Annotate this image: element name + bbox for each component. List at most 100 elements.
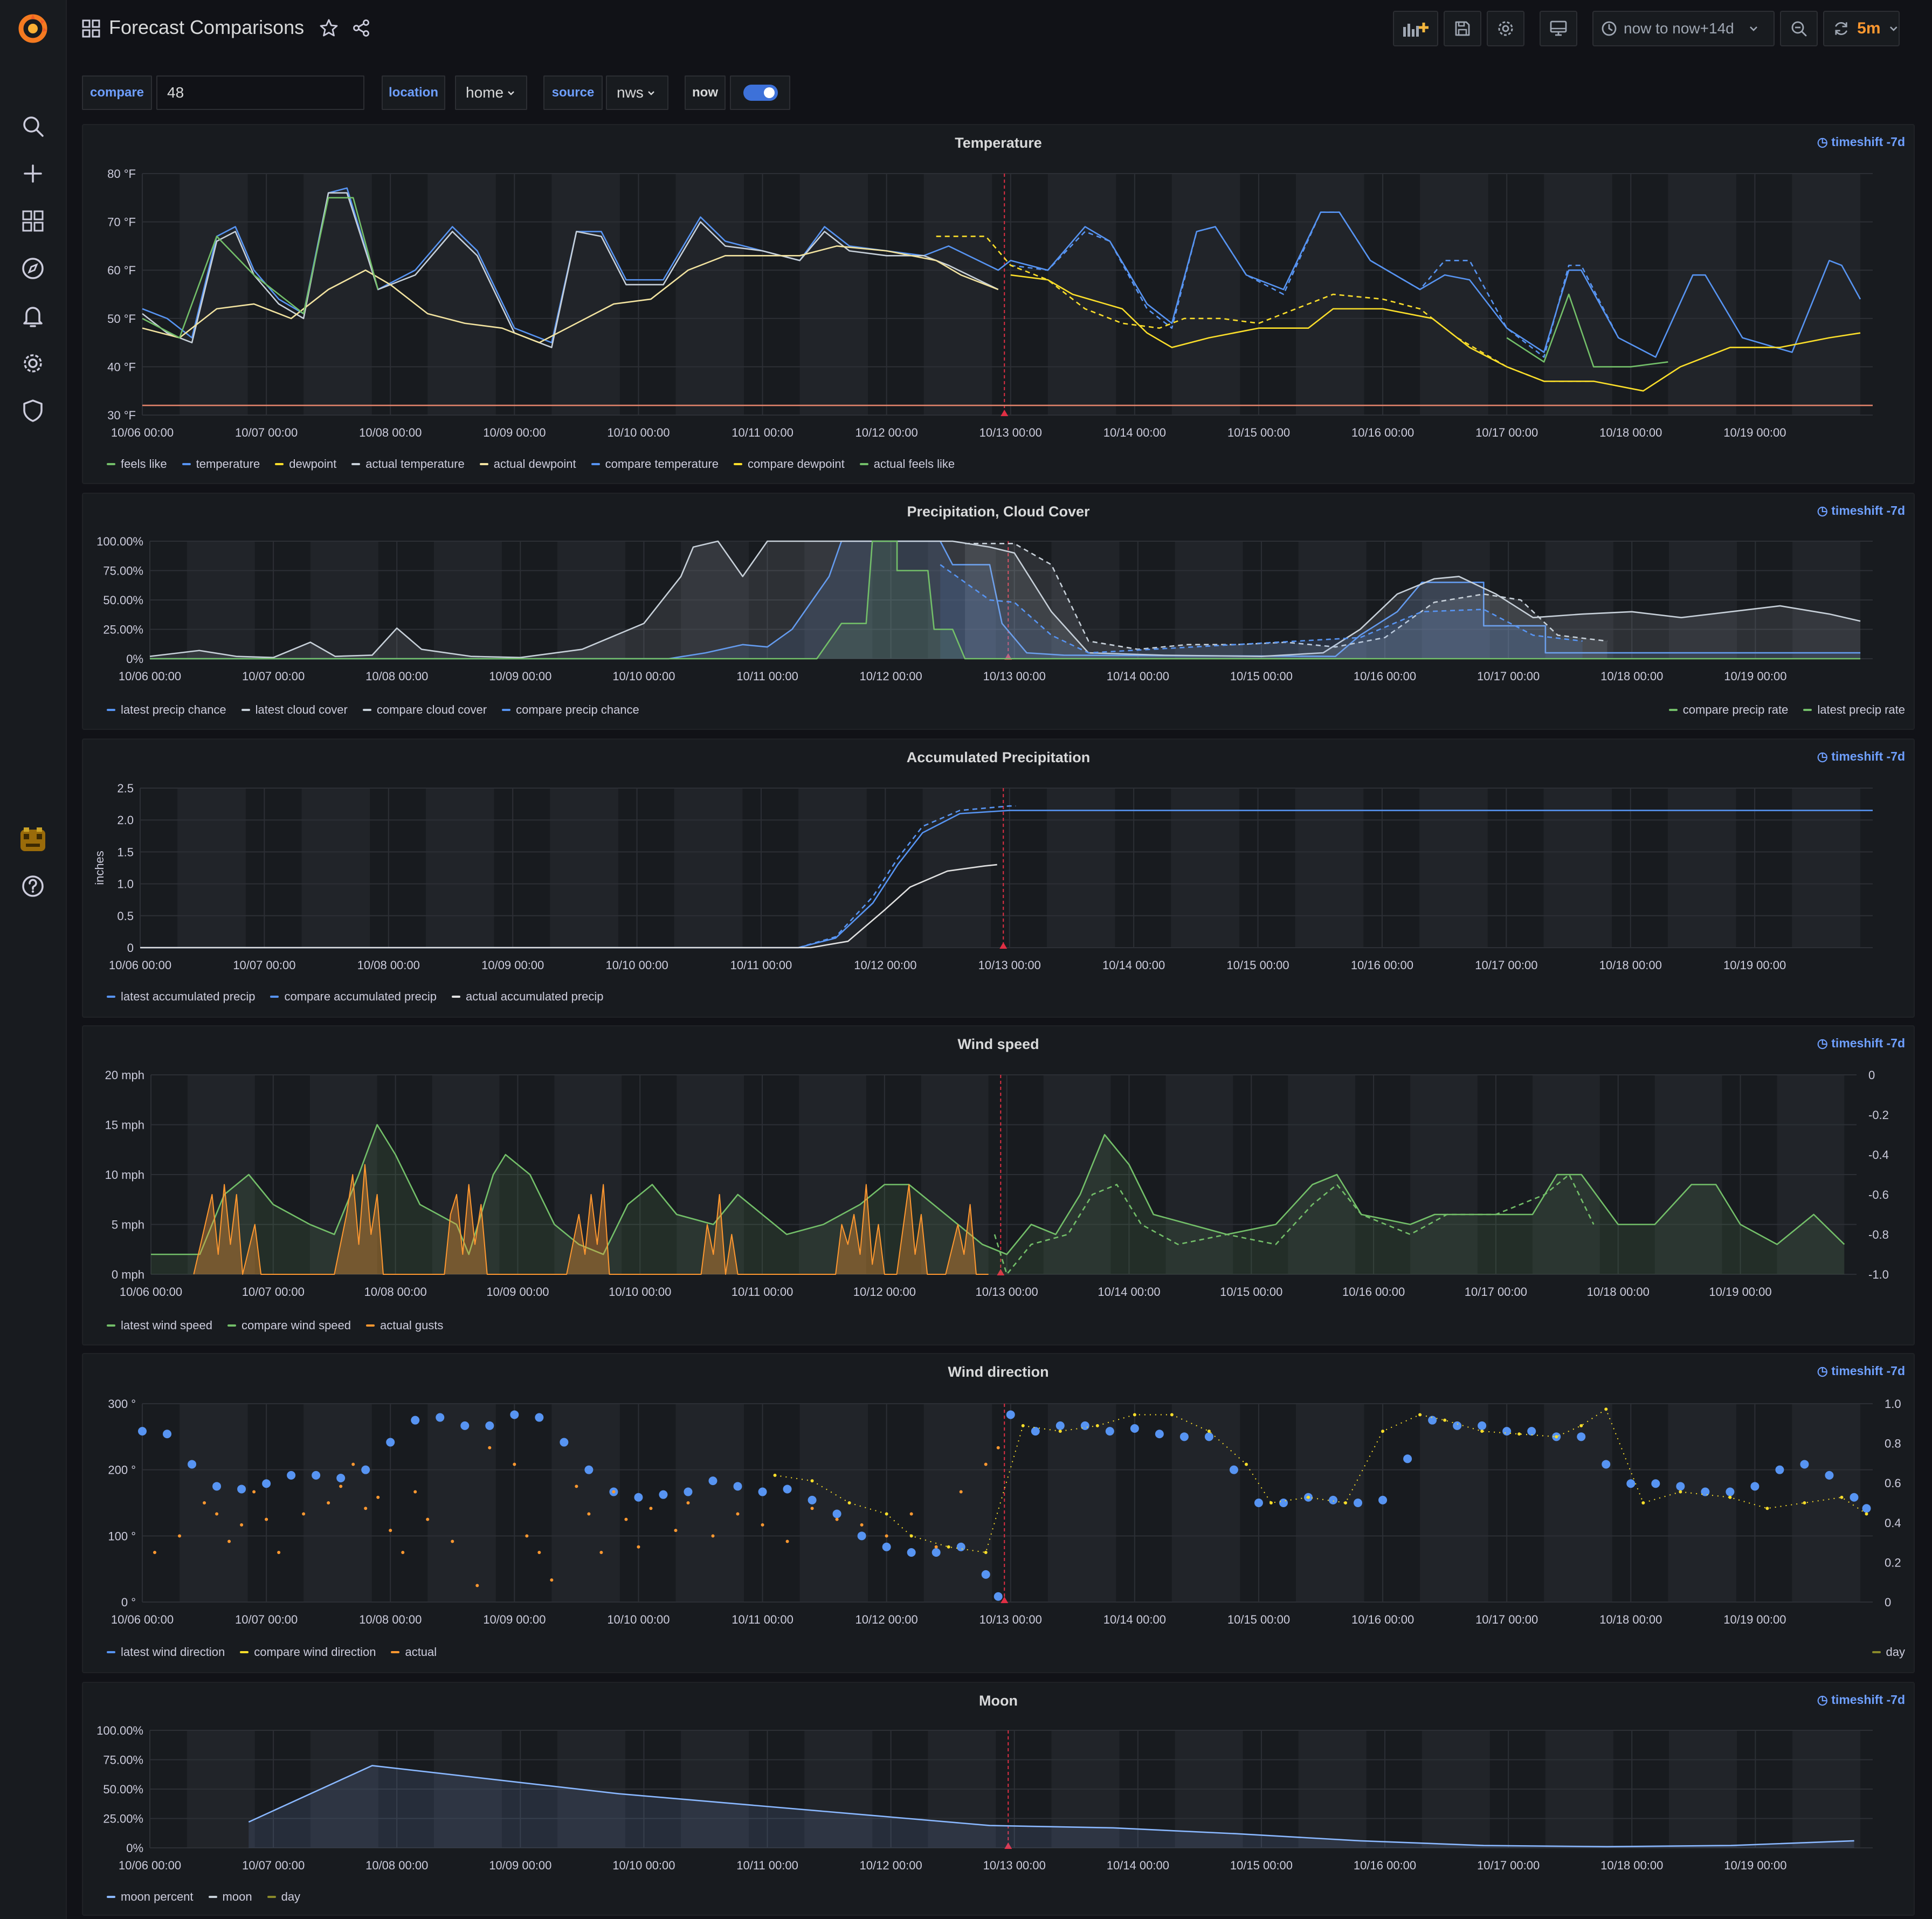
legend-item[interactable]: feels like xyxy=(107,457,167,471)
x-tick-label: 10/14 00:00 xyxy=(1098,1285,1160,1299)
x-tick-label: 10/17 00:00 xyxy=(1477,669,1540,683)
user-avatar[interactable] xyxy=(0,824,66,856)
search-icon[interactable] xyxy=(0,112,66,140)
now-toggle[interactable] xyxy=(730,75,790,110)
legend-item[interactable]: latest precip rate xyxy=(1803,703,1905,717)
compare-wind-direction-point xyxy=(1480,1430,1484,1433)
refresh-interval[interactable]: 5m xyxy=(1857,19,1881,37)
compare-wind-direction-point xyxy=(810,1479,814,1483)
panel-title[interactable]: Precipitation, Cloud Cover xyxy=(907,503,1090,520)
panel-title[interactable]: Temperature xyxy=(955,135,1042,151)
legend-item[interactable]: day xyxy=(267,1890,300,1904)
annotation-marker[interactable] xyxy=(999,942,1008,949)
legend-item[interactable]: actual accumulated precip xyxy=(451,990,604,1004)
x-tick-label: 10/12 00:00 xyxy=(855,1613,918,1626)
grafana-logo-icon[interactable] xyxy=(0,10,66,47)
night-band xyxy=(1792,788,1860,948)
compare-wind-direction-point xyxy=(1207,1430,1211,1433)
cycle-view-mode-button[interactable] xyxy=(1540,11,1577,46)
accumulated-precipitation-chart[interactable]: 0 0.5 1.0 1.5 2.0 2.5 10/06 00:00 10/07 00:00 10… xyxy=(83,740,1916,1019)
legend-item[interactable]: dewpoint xyxy=(275,457,336,471)
legend-swatch xyxy=(208,1896,217,1898)
latest-wind-speed-area xyxy=(151,1124,1845,1274)
annotation-marker[interactable] xyxy=(1004,1842,1012,1849)
legend-item[interactable]: latest precip chance xyxy=(107,703,226,717)
x-tick-label: 10/13 00:00 xyxy=(979,1613,1042,1626)
dashboards-icon[interactable] xyxy=(0,207,66,235)
legend-item[interactable]: latest wind speed xyxy=(107,1319,212,1333)
latest-wind-direction-point xyxy=(1155,1430,1164,1439)
legend-item[interactable]: compare precip rate xyxy=(1668,703,1788,717)
temperature-chart[interactable]: 30 °F 40 °F 50 °F 60 °F 70 °F 80 °F 10/06 00:0… xyxy=(83,125,1916,485)
legend-item[interactable]: compare temperature xyxy=(591,457,719,471)
annotation-marker[interactable] xyxy=(1000,1597,1009,1603)
plus-icon[interactable] xyxy=(0,160,66,188)
legend-item[interactable]: actual temperature xyxy=(351,457,465,471)
legend-item[interactable]: actual feels like xyxy=(859,457,955,471)
legend-item[interactable]: compare cloud cover xyxy=(362,703,487,717)
alerting-bell-icon[interactable] xyxy=(0,302,66,330)
annotation-marker[interactable] xyxy=(997,1269,1005,1275)
compare-input[interactable]: 48 xyxy=(156,75,364,110)
timeshift-label: timeshift -7d xyxy=(1831,1364,1905,1378)
legend-item[interactable]: moon xyxy=(208,1890,252,1904)
x-tick-label: 10/17 00:00 xyxy=(1475,426,1538,439)
x-tick-label: 10/07 00:00 xyxy=(242,1859,305,1872)
legend-item[interactable]: latest accumulated precip xyxy=(107,990,255,1004)
legend-swatch xyxy=(391,1651,400,1653)
time-picker-button[interactable]: now to now+14d xyxy=(1592,11,1775,46)
wind-direction-chart[interactable]: 0 ° 100 ° 200 ° 300 ° 0 0.2 0.4 0.6 0.8 1.0 10/06 … xyxy=(83,1354,1916,1674)
legend-label: actual feels like xyxy=(873,457,955,471)
chevron-down-icon xyxy=(1749,26,1757,31)
refresh-button[interactable]: 5m xyxy=(1823,11,1900,46)
save-dashboard-button[interactable] xyxy=(1444,11,1481,46)
legend-item[interactable]: actual gusts xyxy=(366,1319,443,1333)
latest-wind-direction-point xyxy=(1105,1427,1114,1436)
legend-item[interactable]: compare wind direction xyxy=(240,1645,376,1659)
wind-speed-chart[interactable]: 0 mph 5 mph 10 mph 15 mph 20 mph -1.0 -0.8 -0.6… xyxy=(83,1026,1916,1347)
explore-compass-icon[interactable] xyxy=(0,254,66,282)
dashboard-settings-button[interactable] xyxy=(1487,11,1524,46)
zoom-out-button[interactable] xyxy=(1780,11,1818,46)
legend-item[interactable]: compare dewpoint xyxy=(733,457,845,471)
x-tick-label: 10/07 00:00 xyxy=(242,669,305,683)
x-tick-label: 10/11 00:00 xyxy=(736,669,798,683)
panel-title[interactable]: Wind direction xyxy=(948,1364,1049,1380)
night-band xyxy=(425,788,494,948)
add-panel-button[interactable] xyxy=(1393,11,1438,46)
legend-item[interactable]: temperature xyxy=(182,457,260,471)
legend-item[interactable]: latest cloud cover xyxy=(241,703,348,717)
y2-tick-label: 0.4 xyxy=(1885,1516,1901,1530)
panel-title[interactable]: Accumulated Precipitation xyxy=(906,749,1091,765)
help-icon[interactable] xyxy=(0,872,66,900)
y2-tick-label: -1.0 xyxy=(1868,1268,1889,1281)
panel-title[interactable]: Wind speed xyxy=(957,1036,1039,1052)
legend-item[interactable]: latest wind direction xyxy=(107,1645,225,1659)
clock-icon: ◷ xyxy=(1817,749,1828,763)
annotation-marker[interactable] xyxy=(1000,410,1009,416)
legend-item[interactable]: compare precip chance xyxy=(502,703,639,717)
actual-point xyxy=(364,1507,368,1510)
legend-item[interactable]: actual dewpoint xyxy=(479,457,576,471)
legend-item[interactable]: actual xyxy=(391,1645,437,1659)
legend-item[interactable]: compare wind speed xyxy=(227,1319,351,1333)
share-icon[interactable] xyxy=(351,18,371,40)
legend-item[interactable]: moon percent xyxy=(107,1890,194,1904)
star-icon[interactable] xyxy=(319,18,339,40)
panel-title[interactable]: Moon xyxy=(979,1693,1018,1709)
legend-item[interactable]: day xyxy=(1872,1645,1905,1659)
configuration-gear-icon[interactable] xyxy=(0,349,66,377)
legend-swatch xyxy=(275,463,284,465)
source-select[interactable]: nws xyxy=(606,75,668,110)
y-tick-label: 1.5 xyxy=(117,845,134,859)
moon-chart[interactable]: 0% 25.00% 50.00% 75.00% 100.00% 10/06 00:00 10… xyxy=(83,1683,1916,1917)
precipitation-chart[interactable]: 0% 25.00% 50.00% 75.00% 100.00% 10/06 00:00 10… xyxy=(83,494,1916,731)
legend-item[interactable]: compare accumulated precip xyxy=(270,990,437,1004)
server-admin-shield-icon[interactable] xyxy=(0,397,66,425)
location-select[interactable]: home xyxy=(455,75,527,110)
latest-wind-direction-point xyxy=(1031,1427,1040,1436)
dashboard-title[interactable]: Forecast Comparisons xyxy=(109,16,305,38)
latest-precip-chance-area xyxy=(150,541,1861,659)
actual-gusts-line xyxy=(193,1164,989,1275)
accumulated-precipitation-panel: Accumulated Precipitation ◷ timeshift -7… xyxy=(82,738,1915,1018)
